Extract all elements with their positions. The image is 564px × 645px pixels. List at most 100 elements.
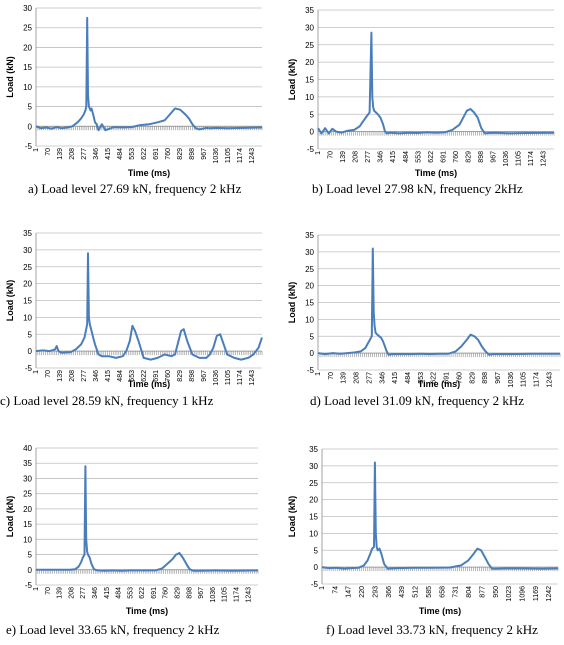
- x-tick-label: 139: [341, 372, 348, 384]
- x-tick-label: 731: [453, 586, 460, 598]
- chart-panel-e: -5 0 5 10 15 20 25 30 35 40 1 70 139 208 277 346 415 484 5…: [0, 438, 282, 645]
- x-tick-label: 1: [315, 372, 322, 376]
- y-tick-label: 25: [305, 265, 314, 274]
- x-tick-label: 585: [426, 586, 433, 598]
- x-tick-label: 1105: [516, 151, 523, 166]
- x-tick-label: 415: [105, 148, 112, 160]
- x-tick-label: 691: [444, 372, 451, 384]
- x-tick-label: 415: [104, 587, 111, 599]
- y-tick-label: 15: [305, 76, 314, 85]
- y-tick-label: 35: [309, 445, 318, 454]
- x-tick-label: 1105: [225, 370, 232, 385]
- x-tick-label: 277: [365, 151, 372, 163]
- y-tick-label: 40: [23, 444, 32, 453]
- y-tick-label: 10: [23, 83, 32, 92]
- x-tick-label: 1036: [210, 587, 217, 603]
- y-tick-label: 30: [309, 462, 318, 471]
- x-tick-label: 553: [418, 372, 425, 384]
- x-tick-label: 760: [165, 370, 172, 382]
- x-tick-label: 208: [69, 148, 76, 160]
- x-tick-label: 760: [453, 151, 460, 163]
- chart-c: -5 0 5 10 15 20 25 30 35 1 70 139 208 277 346 415 484 553…: [5, 229, 263, 389]
- y-tick-label: 35: [305, 6, 314, 15]
- x-tick-label: 829: [177, 370, 184, 382]
- x-tick-label: 439: [399, 586, 406, 598]
- x-tick-label: 208: [69, 370, 76, 382]
- x-tick-label: 622: [141, 148, 148, 160]
- x-tick-label: 553: [127, 587, 134, 599]
- x-tick-label: 277: [81, 370, 88, 382]
- x-tick-label: 1: [33, 587, 40, 591]
- series-line: [317, 247, 560, 356]
- caption-a: a) Load level 27.69 kN, frequency 2 kHz: [28, 181, 242, 196]
- y-tick-label: 0: [310, 349, 315, 358]
- x-tick-label: 1174: [528, 151, 535, 166]
- y-tick-label: 20: [309, 496, 318, 505]
- x-tick-label: 70: [45, 370, 52, 378]
- x-tick-label: 484: [116, 587, 123, 599]
- x-tick-label: 70: [45, 148, 52, 156]
- x-tick-label: 346: [93, 370, 100, 382]
- x-axis-title: Time (ms): [126, 606, 168, 616]
- x-tick-label: 415: [105, 370, 112, 382]
- y-axis-title: Load (kN): [5, 496, 15, 538]
- chart-d: -5 0 5 10 15 20 25 30 35 1 70 139 208 277 346 415 484 553…: [287, 231, 561, 389]
- y-tick-label: 30: [23, 4, 32, 13]
- x-tick-label: 967: [201, 370, 208, 382]
- y-tick-label: 35: [23, 229, 32, 238]
- x-tick-label: 760: [456, 372, 463, 384]
- x-tick-label: 1036: [503, 151, 510, 167]
- x-tick-label: 346: [93, 148, 100, 160]
- x-tick-label: 484: [117, 148, 124, 160]
- chart-panel-d: -5 0 5 10 15 20 25 30 35 1 70 139 208 277 346 415 484 553…: [282, 215, 564, 425]
- x-tick-label: 898: [186, 587, 193, 599]
- y-tick-label: 0: [28, 122, 33, 131]
- x-tick-label: 1174: [534, 372, 541, 387]
- y-tick-label: 35: [305, 231, 314, 240]
- x-tick-label: 139: [57, 587, 64, 599]
- x-tick-label: 1243: [541, 151, 548, 167]
- x-tick-label: 1243: [249, 148, 256, 164]
- x-tick-label: 484: [117, 370, 124, 382]
- x-tick-label: 950: [493, 586, 500, 598]
- y-tick-label: -5: [25, 142, 33, 151]
- x-tick-label: 898: [482, 372, 489, 384]
- x-tick-label: 829: [469, 372, 476, 384]
- x-tick-label: 70: [328, 372, 335, 380]
- y-tick-label: 30: [23, 246, 32, 255]
- x-tick-label: 622: [428, 151, 435, 163]
- x-tick-label: 147: [346, 586, 353, 598]
- x-tick-label: 760: [163, 587, 170, 599]
- y-axis-title: Load (kN): [5, 56, 15, 98]
- chart-panel-a: -5 0 5 10 15 20 25 30 1 70 139 208 277 346 415 484 553 62…: [0, 0, 282, 210]
- x-axis-title: Time (ms): [419, 606, 461, 616]
- y-tick-label: 5: [310, 332, 315, 341]
- x-tick-label: 139: [340, 151, 347, 163]
- y-tick-label: 15: [309, 513, 318, 522]
- x-tick-label: 74: [332, 586, 339, 594]
- x-tick-label: 829: [465, 151, 472, 163]
- y-tick-label: 0: [314, 563, 319, 572]
- x-tick-label: 691: [440, 151, 447, 163]
- y-tick-label: 5: [28, 103, 33, 112]
- x-tick-label: 293: [372, 586, 379, 598]
- x-tick-label: 1243: [249, 370, 256, 386]
- x-tick-label: 1174: [237, 370, 244, 385]
- x-tick-label: 1: [33, 370, 40, 374]
- y-tick-label: 25: [305, 41, 314, 50]
- chart-e: -5 0 5 10 15 20 25 30 35 40 1 70 139 208 277 346 415 484 5…: [5, 444, 259, 616]
- x-tick-label: 829: [177, 148, 184, 160]
- y-tick-label: 30: [23, 474, 32, 483]
- x-tick-label: 691: [153, 148, 160, 160]
- y-tick-label: 30: [305, 248, 314, 257]
- x-tick-label: 346: [378, 151, 385, 163]
- x-tick-label: 1242: [546, 586, 553, 602]
- y-tick-label: 25: [23, 24, 32, 33]
- x-tick-label: 1023: [506, 586, 513, 602]
- x-tick-label: 346: [379, 372, 386, 384]
- y-tick-label: 25: [23, 490, 32, 499]
- x-axis-title: Time (ms): [418, 379, 460, 389]
- y-tick-label: -5: [25, 364, 33, 373]
- y-tick-label: 10: [23, 535, 32, 544]
- y-tick-label: 20: [23, 505, 32, 514]
